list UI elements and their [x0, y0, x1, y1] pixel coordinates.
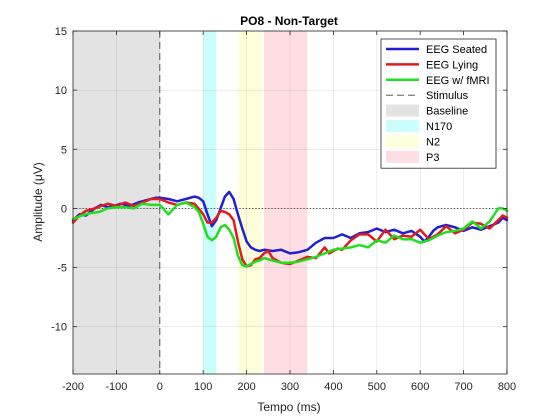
legend-swatch-baseline — [386, 104, 419, 117]
y-tick-label: -5 — [57, 263, 67, 275]
x-tick-label: -200 — [62, 381, 84, 393]
legend-label-p3: P3 — [426, 152, 439, 164]
legend-label-eeg-lying: EEG Lying — [426, 59, 478, 71]
y-tick-labels: 15 10 5 0 -5 -10 — [51, 26, 67, 334]
legend-label-n2: N2 — [426, 136, 440, 148]
legend-label-n170: N170 — [426, 121, 452, 133]
legend-label-eeg-w-fmri: EEG w/ fMRI — [426, 75, 490, 87]
x-tick-label: 800 — [498, 381, 516, 393]
y-tick-label: 5 — [61, 144, 67, 156]
x-tick-label: 200 — [237, 381, 255, 393]
x-tick-label: 500 — [368, 381, 386, 393]
x-tick-label: 700 — [454, 381, 472, 393]
y-tick-label: -10 — [51, 322, 67, 334]
legend-swatch-n170 — [386, 120, 419, 132]
chart-title: PO8 - Non-Target — [240, 14, 338, 28]
x-tick-label: 100 — [194, 381, 212, 393]
series-lines — [71, 190, 509, 268]
legend-label-baseline: Baseline — [426, 106, 468, 118]
series-line-eeg-lying — [71, 197, 509, 268]
legend: EEG Seated EEG Lying EEG w/ fMRI Stimulus Ba… — [380, 38, 497, 169]
series-line-eeg-w-fmri — [71, 201, 509, 268]
region-p3 — [263, 31, 308, 374]
y-tick-label: 0 — [61, 203, 67, 215]
legend-box — [380, 38, 497, 169]
legend-swatch-n2 — [386, 135, 419, 148]
x-tick-label: 600 — [411, 381, 429, 393]
x-tick-label: 400 — [324, 381, 342, 393]
legend-label-eeg-seated: EEG Seated — [426, 44, 487, 56]
x-tick-label: 300 — [281, 381, 299, 393]
y-tick-label: 10 — [55, 85, 67, 97]
x-tick-label: 0 — [157, 381, 163, 393]
legend-swatch-p3 — [386, 150, 419, 163]
x-tick-labels: -200 -100 0 100 200 300 400 500 600 700 800 — [62, 381, 516, 393]
y-axis-label: Amplitude (μV) — [31, 162, 45, 242]
legend-label-stimulus: Stimulus — [426, 90, 469, 102]
x-axis-label: Tempo (ms) — [257, 400, 320, 414]
axis-ticks — [72, 30, 508, 374]
y-tick-label: 15 — [55, 26, 67, 38]
region-n2 — [237, 31, 262, 374]
region-n170 — [203, 31, 217, 374]
x-tick-label: -100 — [105, 381, 127, 393]
